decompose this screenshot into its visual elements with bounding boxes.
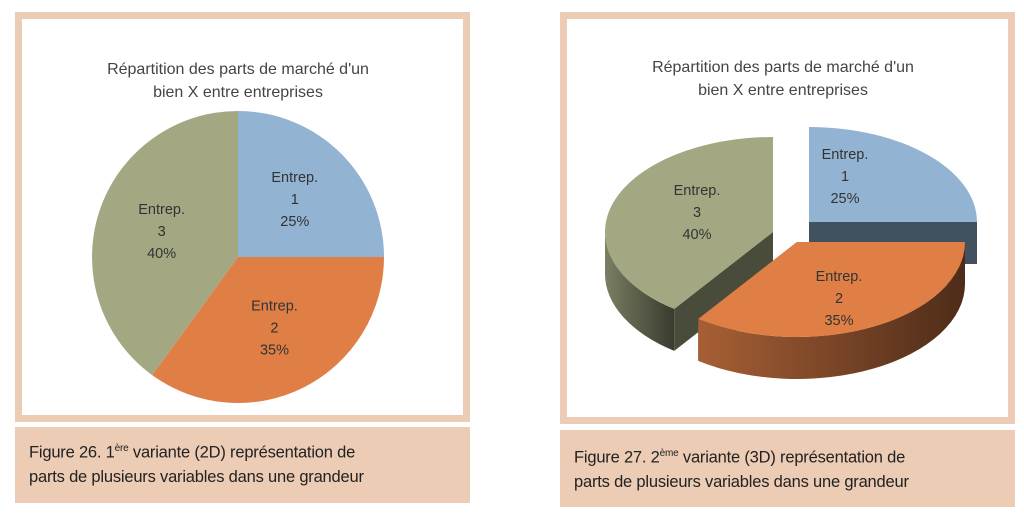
pie-slice-2: [698, 242, 965, 337]
chart-title-line2: bien X entre entreprises: [698, 82, 868, 99]
data-label: 40%: [682, 227, 711, 243]
caption-sup: ère: [114, 443, 129, 454]
caption-prefix: Figure 27. 2: [574, 448, 660, 467]
caption-line2: parts de plusieurs variables dans une gr…: [574, 472, 909, 491]
data-label: 40%: [147, 246, 176, 262]
figure-26-caption: Figure 26. 1ère variante (2D) représenta…: [15, 427, 470, 503]
figure-26-frame: Répartition des parts de marché d'un bie…: [15, 12, 470, 422]
data-label: Entrep.: [822, 147, 869, 163]
data-label: 3: [158, 224, 166, 240]
data-label: 25%: [280, 214, 309, 230]
data-label: 35%: [260, 343, 289, 359]
slice-side-3: [605, 232, 675, 351]
data-label: Entrep.: [816, 269, 863, 285]
caption-prefix: Figure 26. 1: [29, 443, 115, 462]
pie-slice-3: [605, 137, 773, 309]
data-label: Entrep.: [271, 170, 318, 186]
chart-title-line1: Répartition des parts de marché d'un: [107, 61, 369, 78]
pie-slice-1: [809, 127, 977, 222]
caption-rest: variante (3D) représentation de: [678, 448, 906, 467]
pie-chart-2d: Répartition des parts de marché d'un bie…: [92, 61, 384, 404]
data-label: Entrep.: [674, 183, 721, 199]
pie-slice-1: [238, 111, 384, 257]
data-label: 35%: [824, 313, 853, 329]
pie-chart-3d: Répartition des parts de marché d'un bie…: [605, 59, 977, 380]
caption-sup: ème: [659, 448, 679, 459]
data-label: Entrep.: [251, 299, 298, 315]
data-label: 2: [270, 321, 278, 337]
data-label: 1: [841, 169, 849, 185]
chart-title-line1: Répartition des parts de marché d'un: [652, 59, 914, 76]
pie-slice-3: [92, 111, 238, 376]
pie-slice-2: [152, 257, 384, 404]
figure-27-caption: Figure 27. 2ème variante (3D) représenta…: [560, 430, 1015, 507]
data-label: 25%: [830, 191, 859, 207]
figure-27-frame: Répartition des parts de marché d'un bie…: [560, 12, 1015, 424]
data-label: Entrep.: [138, 202, 185, 218]
chart-title-line2: bien X entre entreprises: [153, 84, 323, 101]
data-label: 1: [291, 192, 299, 208]
data-label: 3: [693, 205, 701, 221]
caption-line2: parts de plusieurs variables dans une gr…: [29, 467, 364, 486]
caption-rest: variante (2D) représentation de: [128, 443, 356, 462]
slice-side-2: [698, 242, 965, 380]
data-label: 2: [835, 291, 843, 307]
